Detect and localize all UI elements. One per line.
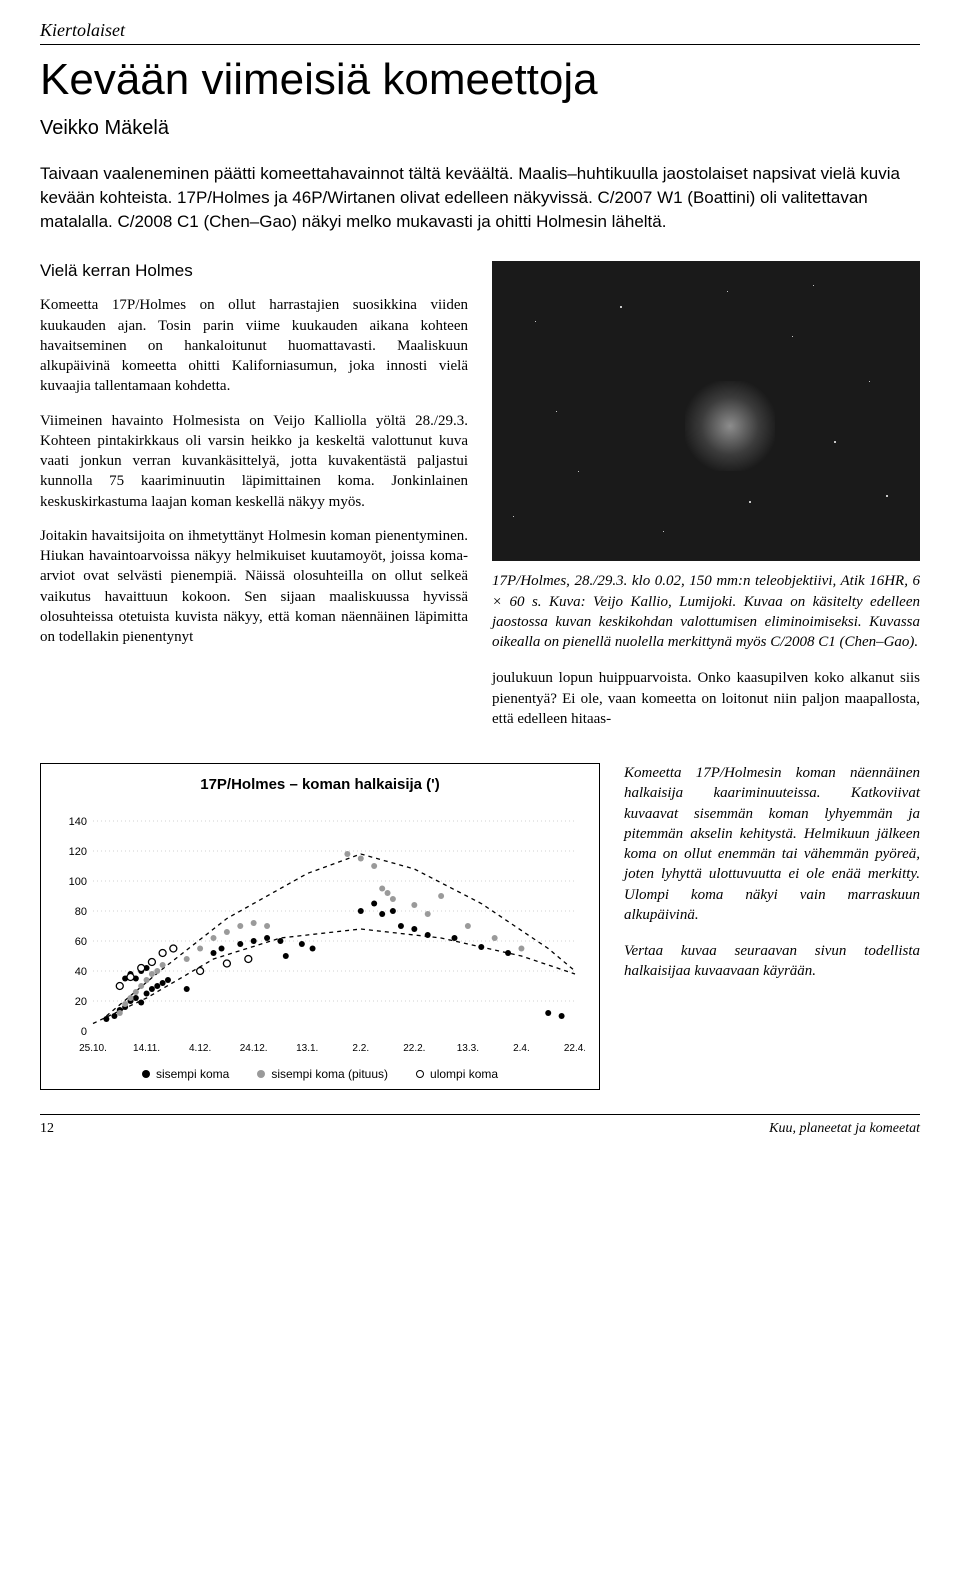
chart-side-notes: Komeetta 17P/Holmesin koman näennäinen h…	[624, 763, 920, 998]
svg-text:40: 40	[75, 966, 87, 978]
svg-text:22.2.: 22.2.	[403, 1043, 425, 1054]
legend-inner-label: sisempi koma	[156, 1067, 229, 1081]
footer-section: Kuu, planeetat ja komeetat	[769, 1121, 920, 1137]
legend-outer-label: ulompi koma	[430, 1067, 498, 1081]
page-footer: 12 Kuu, planeetat ja komeetat	[40, 1114, 920, 1137]
photo-caption: 17P/Holmes, 28./29.3. klo 0.02, 150 mm:n…	[492, 571, 920, 652]
svg-text:20: 20	[75, 996, 87, 1008]
svg-text:0: 0	[81, 1026, 87, 1038]
svg-text:22.4.: 22.4.	[564, 1043, 585, 1054]
subheading-1: Vielä kerran Holmes	[40, 261, 468, 281]
svg-text:120: 120	[69, 846, 87, 858]
svg-text:80: 80	[75, 906, 87, 918]
svg-text:60: 60	[75, 936, 87, 948]
svg-text:140: 140	[69, 816, 87, 828]
chart-container: 17P/Holmes – koman halkaisija (') 0 20 40 6…	[40, 763, 600, 1090]
side-note-1: Komeetta 17P/Holmesin koman näennäinen h…	[624, 763, 920, 925]
left-column: Vielä kerran Holmes Komeetta 17P/Holmes …	[40, 261, 468, 743]
page-number: 12	[40, 1121, 54, 1137]
right-column: 17P/Holmes, 28./29.3. klo 0.02, 150 mm:n…	[492, 261, 920, 743]
koma-chart: 0 20 40 60 80 100 120 140 25.10. 14.11. 4.12. 24.12…	[55, 801, 585, 1061]
svg-text:100: 100	[69, 876, 87, 888]
svg-text:25.10.: 25.10.	[79, 1043, 107, 1054]
chart-legend: sisempi koma sisempi koma (pituus) ulomp…	[55, 1067, 585, 1081]
article-title: Kevään viimeisiä komeettoja	[40, 55, 920, 105]
chart-title: 17P/Holmes – koman halkaisija (')	[55, 776, 585, 793]
svg-text:24.12.: 24.12.	[240, 1043, 268, 1054]
svg-text:13.3.: 13.3.	[457, 1043, 479, 1054]
legend-inner-len: sisempi koma (pituus)	[257, 1067, 388, 1081]
author-name: Veikko Mäkelä	[40, 117, 920, 140]
side-note-2: Vertaa kuvaa seuraavan sivun todellista …	[624, 941, 920, 982]
comet-photo	[492, 261, 920, 561]
legend-outer: ulompi koma	[416, 1067, 498, 1081]
left-p3: Joitakin havaitsijoita on ihmetyttänyt H…	[40, 526, 468, 648]
svg-text:2.2.: 2.2.	[352, 1043, 369, 1054]
lead-paragraph: Taivaan vaaleneminen päätti komeettahava…	[40, 162, 920, 233]
svg-text:2.4.: 2.4.	[513, 1043, 530, 1054]
svg-text:14.11.: 14.11.	[133, 1043, 160, 1054]
left-p1: Komeetta 17P/Holmes on ollut harrastajie…	[40, 295, 468, 396]
svg-text:4.12.: 4.12.	[189, 1043, 211, 1054]
legend-inner-len-label: sisempi koma (pituus)	[271, 1067, 388, 1081]
bottom-row: 17P/Holmes – koman halkaisija (') 0 20 40 6…	[40, 763, 920, 1090]
left-p2: Viimeinen havainto Holmesista on Veijo K…	[40, 411, 468, 512]
category-label: Kiertolaiset	[40, 20, 920, 45]
svg-text:13.1.: 13.1.	[296, 1043, 318, 1054]
right-p1: joulukuun lopun huippuarvoista. Onko kaa…	[492, 668, 920, 729]
legend-inner: sisempi koma	[142, 1067, 229, 1081]
main-columns: Vielä kerran Holmes Komeetta 17P/Holmes …	[40, 261, 920, 743]
